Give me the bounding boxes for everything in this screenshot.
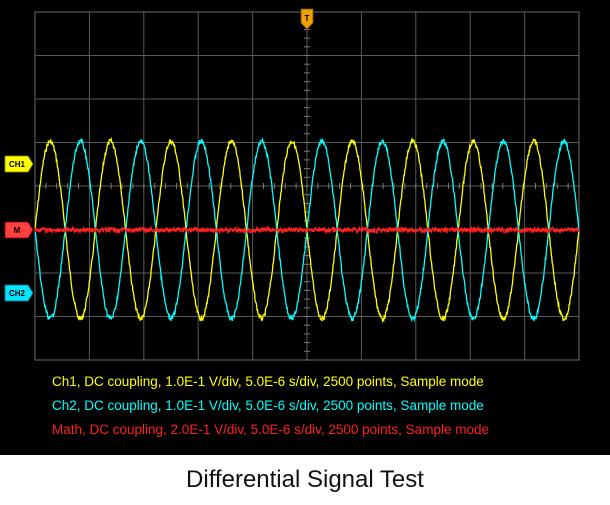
ch1-marker[interactable]: CH1 <box>4 155 34 173</box>
ch2-marker[interactable]: CH2 <box>4 284 34 302</box>
ch2-info-line: Ch2, DC coupling, 1.0E-1 V/div, 5.0E-6 s… <box>52 398 484 413</box>
oscilloscope-display: T CH1 M CH2 Ch1, DC coupling, 1.0E-1 V/d… <box>0 0 610 455</box>
trace-math <box>34 225 580 235</box>
ch2-marker-label: CH2 <box>9 289 26 298</box>
math-marker-label: M <box>14 226 21 235</box>
ch1-info-line: Ch1, DC coupling, 1.0E-1 V/div, 5.0E-6 s… <box>52 374 484 389</box>
waveform-plot: T CH1 M CH2 <box>4 8 580 361</box>
graticule <box>34 11 580 361</box>
trigger-marker[interactable]: T <box>300 8 314 30</box>
math-info-line: Math, DC coupling, 2.0E-1 V/div, 5.0E-6 … <box>52 422 489 437</box>
math-marker[interactable]: M <box>4 221 34 239</box>
chart-caption: Differential Signal Test <box>186 466 424 493</box>
trigger-marker-label: T <box>305 14 310 23</box>
traces <box>34 136 580 324</box>
ch1-marker-label: CH1 <box>9 160 26 169</box>
